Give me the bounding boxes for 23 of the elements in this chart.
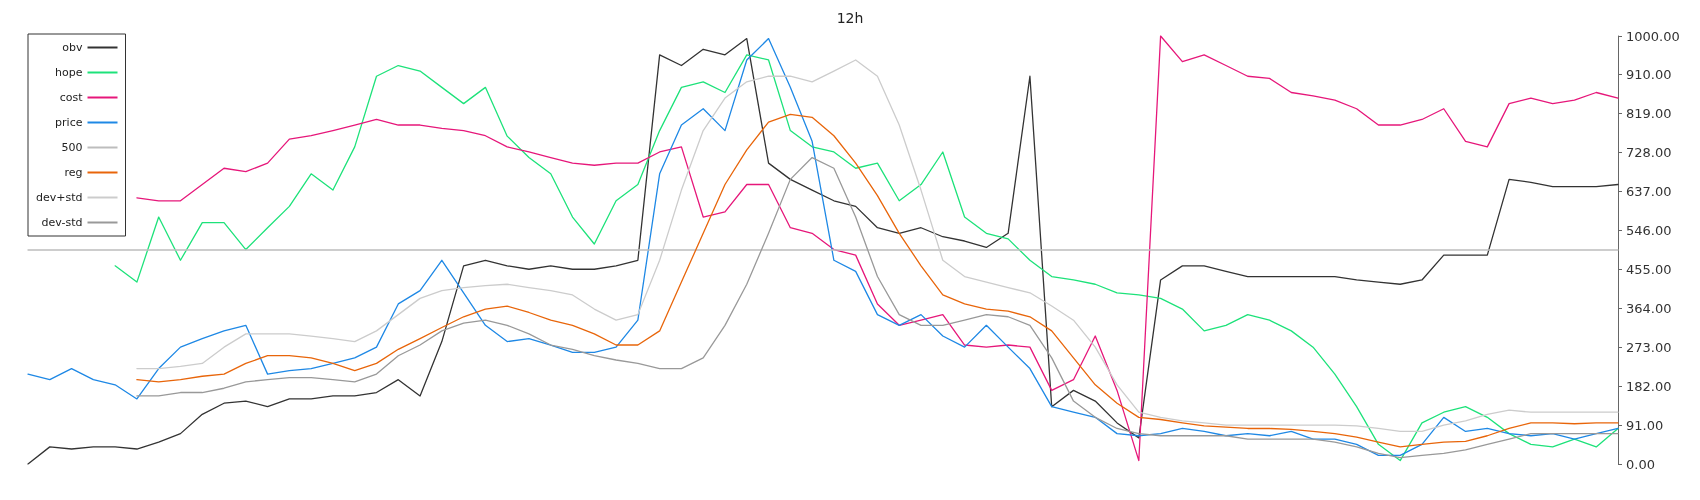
chart-title: 12h [836, 10, 864, 26]
y-tick-label: 91.00 [1626, 417, 1664, 433]
y-tick-label: 546.00 [1626, 222, 1672, 238]
legend-label: obv [62, 41, 83, 54]
y-tick-label: 364.00 [1626, 300, 1672, 316]
legend-label: hope [55, 66, 83, 79]
legend-label: dev+std [35, 191, 83, 204]
line-series [136, 156, 1619, 459]
y-tick-label: 910.00 [1626, 67, 1672, 83]
y-tick-label: 1000.00 [1626, 28, 1680, 44]
y-tick-label: 728.00 [1626, 144, 1672, 160]
y-tick-label: 455.00 [1626, 261, 1672, 277]
legend-label: 500 [61, 141, 83, 154]
legend-label: cost [59, 91, 84, 104]
y-tick-label: 637.00 [1626, 183, 1672, 199]
y-tick-label: 0.00 [1626, 456, 1655, 472]
y-tick-label: 819.00 [1626, 105, 1672, 121]
y-tick-label: 182.00 [1626, 378, 1672, 394]
legend-label: dev-std [41, 216, 83, 229]
line-series [136, 113, 1619, 448]
legend-label: price [55, 116, 83, 129]
legend-label: reg [64, 166, 83, 179]
y-tick-label: 273.00 [1626, 339, 1672, 355]
